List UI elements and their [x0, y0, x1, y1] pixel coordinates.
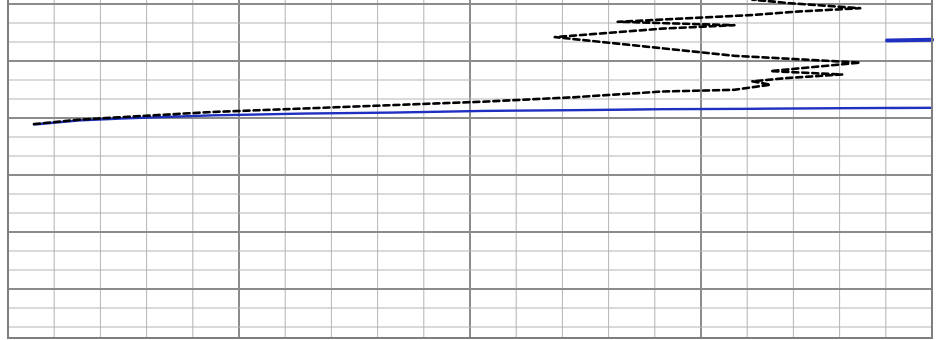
plot-border: [7, 0, 933, 339]
chart-grid: [8, 0, 932, 338]
series-line-1: [32, 106, 934, 126]
series-line-2: [885, 37, 934, 43]
chart-series: [32, 0, 934, 126]
series-line-3: [32, 0, 862, 126]
